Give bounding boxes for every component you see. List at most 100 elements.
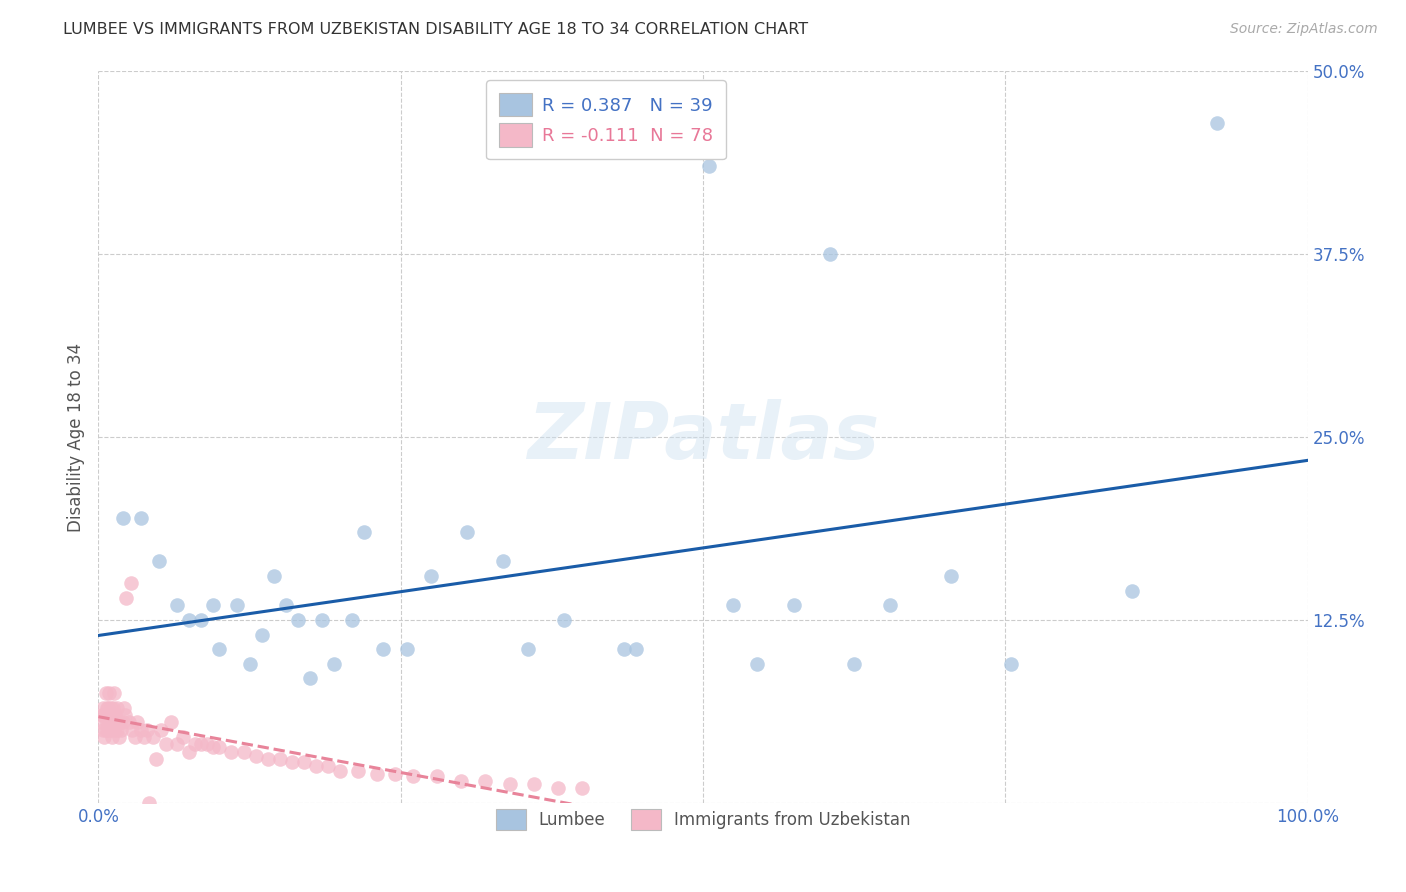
Point [184, 737, 207, 751]
Point [1206, 115, 1229, 129]
Text: Source: ZipAtlas.com: Source: ZipAtlas.com [1230, 22, 1378, 37]
Point [299, 672, 322, 686]
Point [96, 700, 118, 714]
Point [103, 686, 125, 700]
Point [121, 723, 143, 737]
Point [250, 627, 273, 641]
Point [450, 773, 472, 788]
Point [104, 715, 127, 730]
Point [166, 599, 188, 613]
Point [127, 715, 149, 730]
Point [129, 723, 152, 737]
Point [105, 723, 128, 737]
Point [371, 642, 394, 657]
Point [879, 599, 901, 613]
Point [112, 700, 135, 714]
Point [323, 657, 346, 671]
Point [697, 160, 720, 174]
Point [114, 708, 136, 723]
Point [269, 752, 291, 766]
Point [456, 525, 478, 540]
Point [1000, 657, 1022, 671]
Point [384, 766, 406, 780]
Point [104, 708, 127, 723]
Point [498, 777, 520, 791]
Point [492, 554, 515, 568]
Point [221, 745, 243, 759]
Point [245, 749, 267, 764]
Point [108, 715, 131, 730]
Point [124, 730, 146, 744]
Point [91, 700, 114, 714]
Point [195, 737, 218, 751]
Point [523, 777, 546, 791]
Point [190, 737, 212, 751]
Point [118, 715, 141, 730]
Point [97, 723, 120, 737]
Point [553, 613, 575, 627]
Point [100, 708, 122, 723]
Point [166, 737, 188, 751]
Point [613, 642, 636, 657]
Point [256, 752, 278, 766]
Point [134, 730, 156, 744]
Point [93, 708, 115, 723]
Point [782, 599, 804, 613]
Point [208, 642, 231, 657]
Point [547, 781, 569, 796]
Point [1121, 583, 1143, 598]
Point [98, 715, 121, 730]
Point [142, 730, 165, 744]
Point [571, 781, 593, 796]
Point [107, 715, 129, 730]
Point [281, 755, 304, 769]
Point [353, 525, 375, 540]
Point [179, 745, 201, 759]
Point [98, 686, 121, 700]
Point [287, 613, 309, 627]
Point [723, 599, 745, 613]
Point [844, 657, 866, 671]
Point [190, 613, 212, 627]
Point [135, 723, 157, 737]
Point [108, 730, 131, 744]
Point [626, 642, 648, 657]
Point [101, 700, 124, 714]
Point [316, 759, 339, 773]
Point [96, 715, 118, 730]
Point [91, 723, 114, 737]
Legend: Lumbee, Immigrants from Uzbekistan: Lumbee, Immigrants from Uzbekistan [488, 800, 918, 838]
Point [150, 723, 173, 737]
Point [103, 723, 125, 737]
Point [347, 764, 370, 778]
Point [138, 796, 160, 810]
Point [100, 723, 122, 737]
Point [111, 715, 134, 730]
Point [232, 745, 254, 759]
Point [172, 730, 194, 744]
Point [91, 708, 114, 723]
Point [208, 740, 231, 755]
Point [145, 752, 167, 766]
Point [311, 613, 333, 627]
Point [160, 715, 183, 730]
Point [366, 766, 388, 780]
Point [226, 599, 249, 613]
Point [818, 247, 841, 261]
Point [100, 730, 122, 744]
Point [97, 700, 120, 714]
Point [474, 773, 496, 788]
Point [342, 613, 364, 627]
Point [329, 764, 352, 778]
Point [115, 591, 138, 605]
Point [402, 769, 425, 783]
Point [93, 730, 115, 744]
Point [94, 686, 117, 700]
Point [420, 569, 443, 583]
Point [395, 642, 418, 657]
Text: LUMBEE VS IMMIGRANTS FROM UZBEKISTAN DISABILITY AGE 18 TO 34 CORRELATION CHART: LUMBEE VS IMMIGRANTS FROM UZBEKISTAN DIS… [63, 22, 808, 37]
Point [516, 642, 538, 657]
Text: ZIPatlas: ZIPatlas [527, 399, 879, 475]
Point [274, 599, 297, 613]
Point [179, 613, 201, 627]
